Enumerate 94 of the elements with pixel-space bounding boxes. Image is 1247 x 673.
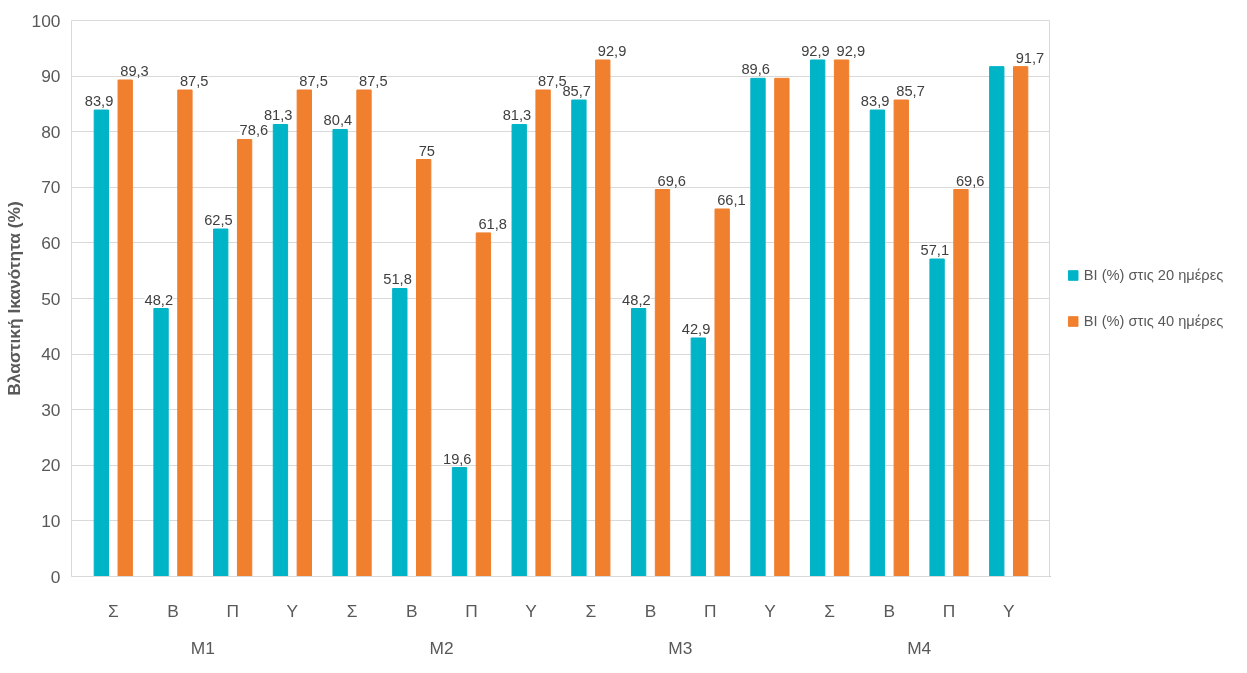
data-label: 81,3: [502, 107, 532, 124]
bar: [654, 189, 671, 577]
data-label: 92,9: [801, 42, 830, 59]
x-tick-label: Π: [465, 600, 478, 621]
data-label: 85,7: [896, 83, 925, 100]
bar: [117, 79, 133, 577]
y-tick-label: 30: [41, 399, 61, 420]
x-tick-label: Υ: [1002, 600, 1015, 621]
bar: [511, 123, 527, 577]
data-label: 83,9: [860, 93, 890, 110]
data-label: 66,1: [717, 191, 746, 208]
bar: [571, 99, 587, 577]
x-tick-label: Υ: [525, 600, 538, 621]
data-label: 51,8: [383, 271, 412, 288]
y-tick-label: 60: [41, 232, 61, 253]
data-label: 61,8: [478, 215, 507, 232]
x-tick-label: Σ: [585, 600, 597, 621]
data-label: 48,2: [144, 291, 174, 308]
data-label: 42,9: [681, 320, 711, 337]
bar: [475, 232, 492, 577]
bar: [869, 109, 886, 577]
text: M3: [668, 637, 693, 658]
legend-label: BI (%) στις 20 ημέρες: [1083, 267, 1224, 283]
data-label: 89,6: [741, 61, 770, 78]
bar: [451, 467, 468, 577]
y-tick-label: 0: [50, 566, 61, 587]
legend-label: BI (%) στις 40 ημέρες: [1083, 313, 1224, 329]
data-label: 81,3: [263, 107, 293, 124]
text: M4: [907, 637, 932, 658]
bar: [774, 77, 790, 577]
bar: [810, 59, 826, 577]
data-label: 83,9: [84, 93, 114, 110]
x-tick-label: Υ: [764, 600, 777, 621]
bar: [332, 128, 348, 577]
data-label: 80,4: [323, 112, 353, 129]
bar: [213, 228, 229, 577]
y-tick-label: 80: [41, 121, 61, 142]
bar: [833, 59, 850, 577]
bar: [392, 287, 408, 577]
data-label: 69,6: [657, 172, 687, 189]
x-tick-label: Π: [942, 600, 956, 621]
y-axis-title: Βλαστική Ικανότητα (%): [3, 201, 24, 396]
y-tick-label: 20: [41, 455, 61, 476]
bar: [1012, 66, 1029, 577]
data-label: 92,9: [836, 42, 866, 59]
data-label: 89,3: [120, 62, 149, 79]
data-label: 48,2: [622, 291, 651, 308]
bar: [750, 77, 766, 577]
x-tick-label: Β: [405, 600, 418, 621]
data-label: 92,9: [597, 42, 627, 59]
bar: [236, 138, 253, 577]
bar: [153, 308, 169, 577]
bar: [630, 308, 647, 577]
y-tick-label: 50: [41, 288, 61, 309]
text: M2: [429, 637, 454, 658]
bar: [356, 89, 372, 577]
bar: [989, 66, 1005, 577]
text: M1: [190, 637, 215, 658]
data-label: 69,6: [955, 172, 985, 189]
x-tick-label: Υ: [286, 600, 299, 621]
bar: [296, 89, 312, 577]
x-tick-label: Β: [644, 600, 657, 621]
y-tick-label: 10: [41, 510, 61, 531]
x-tick-label: Π: [703, 600, 717, 621]
bar: [177, 89, 193, 577]
data-label: 91,7: [1015, 49, 1045, 66]
data-label: 62,5: [204, 212, 233, 228]
bar: [953, 189, 969, 577]
bar: [535, 89, 551, 577]
data-label: 78,6: [239, 122, 269, 139]
x-tick-label: Β: [167, 600, 179, 621]
y-tick-label: 100: [31, 10, 61, 31]
y-tick-label: 90: [41, 66, 61, 87]
data-label: 87,5: [179, 73, 209, 89]
data-label: 19,6: [442, 450, 472, 467]
bar: [690, 337, 706, 577]
y-tick-label: 40: [41, 344, 61, 365]
bar: [595, 59, 611, 577]
bar: [416, 159, 432, 577]
x-tick-label: Σ: [346, 600, 358, 621]
x-tick-label: Σ: [107, 600, 119, 621]
data-label: 87,5: [299, 73, 328, 89]
x-tick-label: Σ: [824, 600, 836, 621]
y-tick-label: 70: [41, 177, 61, 198]
bar: [893, 99, 909, 577]
x-tick-label: Β: [883, 600, 896, 621]
data-label: 87,5: [359, 73, 388, 89]
data-label: 57,1: [920, 242, 950, 259]
bar: [714, 208, 730, 577]
x-tick-label: Π: [226, 600, 239, 621]
data-label: 75: [418, 142, 436, 159]
bar: [272, 123, 289, 577]
bar: [929, 258, 945, 577]
bar: [93, 109, 110, 577]
